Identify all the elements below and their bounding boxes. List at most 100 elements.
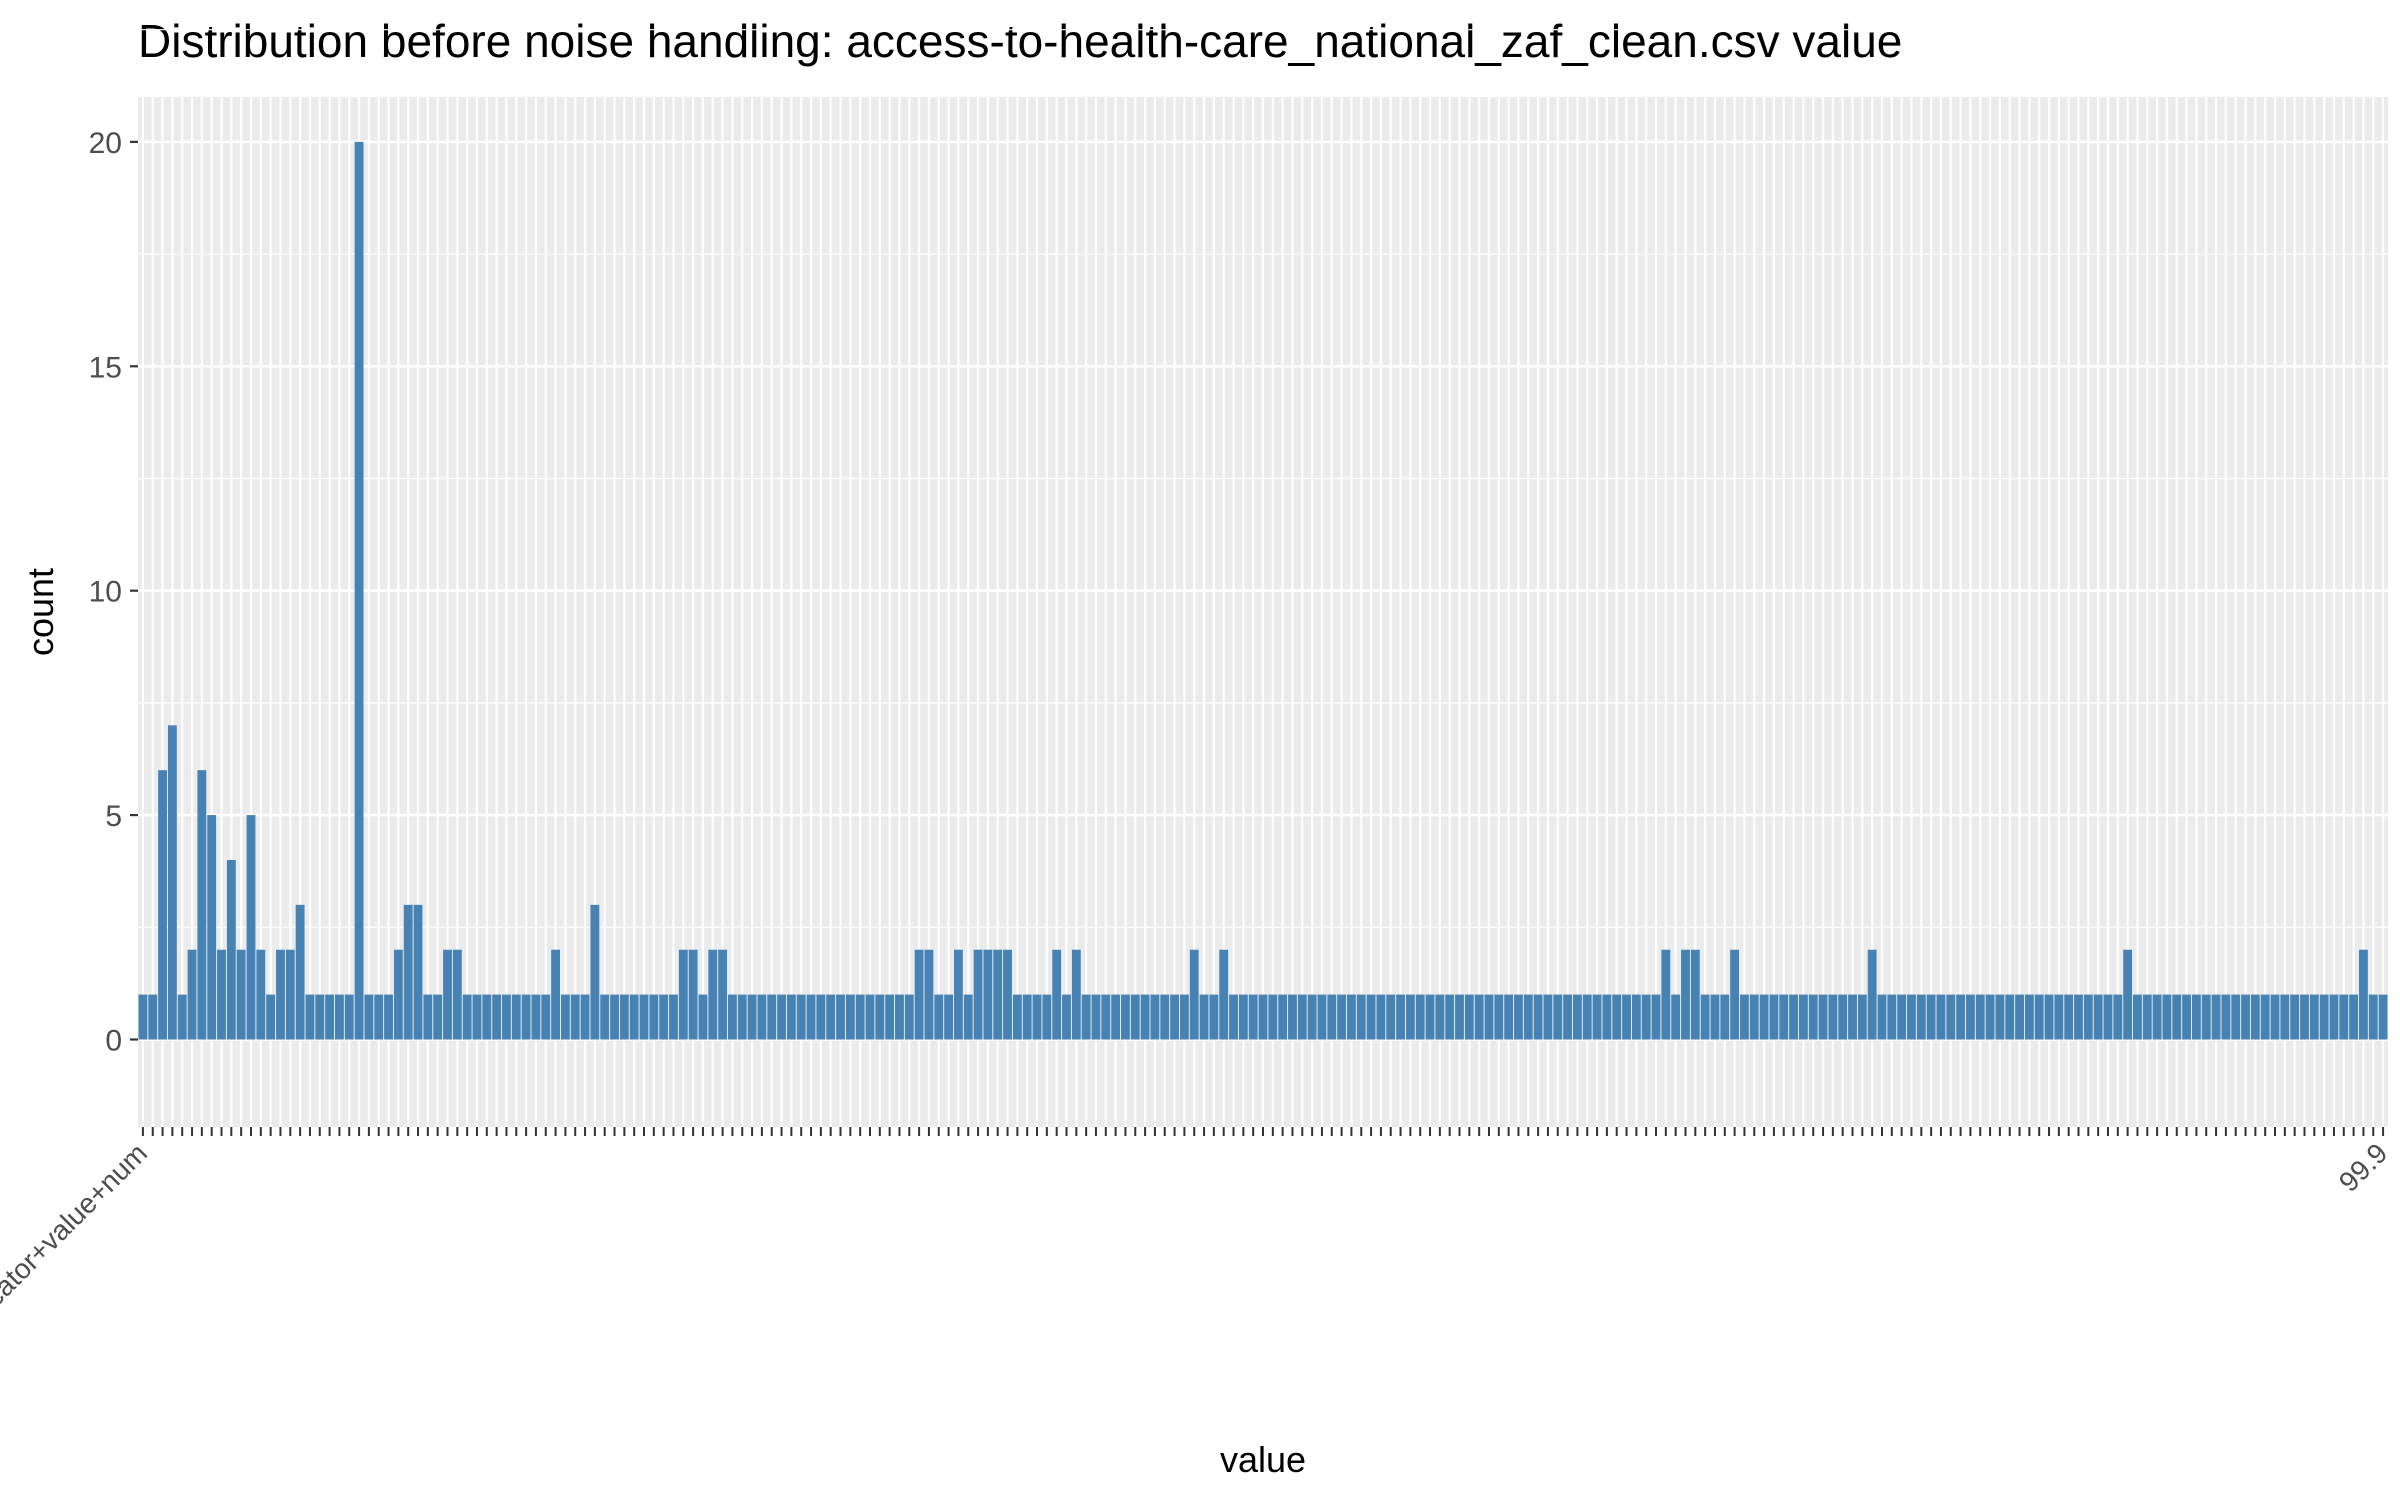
bar xyxy=(1661,949,1671,1040)
bar xyxy=(1907,994,1916,1040)
bar xyxy=(1582,994,1592,1040)
bar xyxy=(570,994,580,1040)
bar xyxy=(1317,994,1327,1040)
bar xyxy=(1857,994,1867,1040)
bar xyxy=(521,994,531,1040)
bar xyxy=(1179,994,1189,1040)
bar xyxy=(511,994,521,1040)
bar xyxy=(2133,994,2142,1040)
bar xyxy=(2015,994,2024,1040)
bar xyxy=(1533,994,1543,1040)
bar xyxy=(1278,994,1288,1040)
bar xyxy=(924,949,934,1040)
bar xyxy=(1641,994,1651,1040)
bar xyxy=(1229,994,1238,1040)
bar xyxy=(2300,994,2309,1040)
bar xyxy=(1258,994,1268,1040)
bar xyxy=(1494,994,1504,1040)
bar xyxy=(1042,994,1052,1040)
bar xyxy=(393,949,403,1040)
bar xyxy=(639,994,649,1040)
chart-title: Distribution before noise handling: acce… xyxy=(138,15,1903,67)
bar xyxy=(2250,994,2260,1040)
bar xyxy=(2231,994,2241,1040)
y-axis: 0 5 10 15 20 xyxy=(89,127,138,1057)
bar xyxy=(531,994,541,1040)
bar xyxy=(1749,994,1759,1040)
bar xyxy=(1690,949,1700,1040)
bar xyxy=(2123,949,2133,1040)
bar xyxy=(2280,994,2290,1040)
bar xyxy=(963,994,973,1040)
bar xyxy=(462,994,472,1040)
bar xyxy=(2054,994,2064,1040)
bar xyxy=(2211,994,2221,1040)
bar xyxy=(1759,994,1769,1040)
bar xyxy=(1307,994,1317,1040)
bar xyxy=(217,949,226,1040)
bar xyxy=(2034,994,2044,1040)
bar xyxy=(777,994,786,1040)
bar xyxy=(1101,994,1111,1040)
bar xyxy=(1111,994,1121,1040)
bar xyxy=(374,994,384,1040)
bar xyxy=(403,904,413,1040)
bar xyxy=(2083,994,2093,1040)
bar xyxy=(1985,994,1995,1040)
bar xyxy=(659,994,669,1040)
bar xyxy=(344,994,354,1040)
x-tick-label: 99.9 xyxy=(2333,1137,2393,1197)
bar xyxy=(1848,994,1857,1040)
bar xyxy=(158,770,167,1040)
y-tick-label: 0 xyxy=(105,1024,122,1057)
bar xyxy=(904,994,914,1040)
bar xyxy=(295,904,305,1040)
bar xyxy=(2221,994,2231,1040)
bar xyxy=(285,949,295,1040)
y-tick-label: 5 xyxy=(105,800,122,833)
x-axis-label: value xyxy=(1220,1439,1306,1480)
bar xyxy=(2368,994,2378,1040)
bar xyxy=(1160,994,1170,1040)
bar xyxy=(1602,994,1612,1040)
bar xyxy=(1003,949,1012,1040)
bar xyxy=(728,994,737,1040)
bar xyxy=(2182,994,2191,1040)
bar xyxy=(2162,994,2172,1040)
bar xyxy=(914,949,924,1040)
bar xyxy=(1514,994,1523,1040)
bar xyxy=(1966,994,1975,1040)
bar xyxy=(2191,994,2201,1040)
bar xyxy=(973,949,983,1040)
bar xyxy=(1543,994,1553,1040)
bar xyxy=(993,949,1003,1040)
bar xyxy=(1032,994,1042,1040)
bar xyxy=(1553,994,1563,1040)
bar xyxy=(1671,994,1681,1040)
bar xyxy=(757,994,767,1040)
bar xyxy=(1572,994,1582,1040)
bar xyxy=(256,949,266,1040)
bar xyxy=(433,994,443,1040)
bar xyxy=(2113,994,2123,1040)
bar xyxy=(1946,994,1956,1040)
bar xyxy=(1681,949,1690,1040)
bar xyxy=(187,949,197,1040)
bar xyxy=(1268,994,1278,1040)
bar xyxy=(796,994,806,1040)
bar xyxy=(305,994,315,1040)
bar xyxy=(1121,994,1130,1040)
bar xyxy=(1386,994,1396,1040)
bar xyxy=(944,994,954,1040)
bar xyxy=(1956,994,1966,1040)
bar xyxy=(1189,949,1199,1040)
bar xyxy=(1612,994,1622,1040)
bars xyxy=(138,141,2388,1040)
bar xyxy=(2201,994,2211,1040)
bar xyxy=(983,949,993,1040)
bar xyxy=(2359,949,2368,1040)
bar xyxy=(2093,994,2103,1040)
bar xyxy=(2270,994,2280,1040)
bar xyxy=(1936,994,1946,1040)
